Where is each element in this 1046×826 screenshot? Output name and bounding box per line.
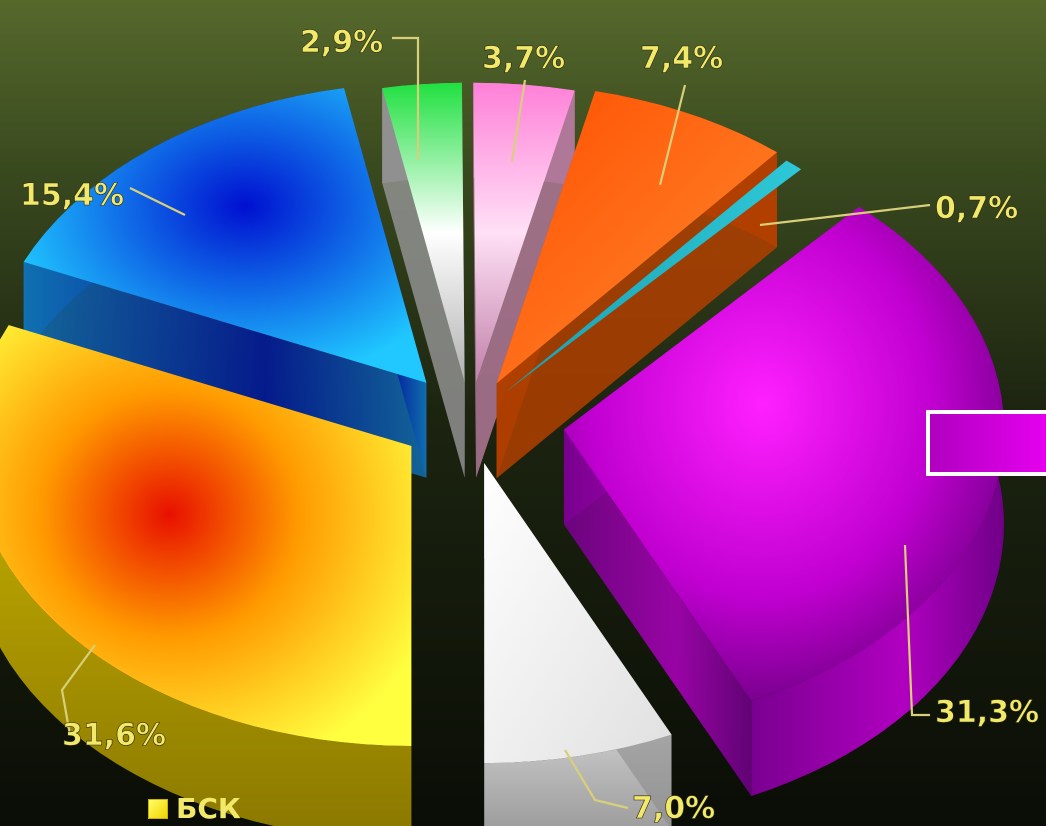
pie-slice-wall: [382, 88, 465, 478]
pie-slice-top: [484, 463, 672, 764]
pie-slice-wall: [473, 82, 477, 478]
leader-line: [658, 84, 687, 186]
leader-line: [564, 749, 629, 810]
slice-label: 7,4%: [640, 41, 723, 76]
leader-line: [129, 187, 186, 216]
pie-slice-top: [505, 160, 802, 392]
pie-slice-top: [382, 82, 465, 383]
pie-slice-7-0pct: [484, 463, 672, 826]
slice-label: 31,6%: [62, 718, 166, 753]
leader-line: [60, 644, 96, 736]
leader-line: [903, 544, 930, 717]
pie-slice-top: [563, 207, 1004, 701]
pie-slice-top: [473, 82, 575, 383]
leader-line: [759, 203, 931, 227]
pie-slice-top: [23, 88, 427, 383]
pie-slice-2-9pct: [382, 82, 465, 478]
legend: БСК: [148, 792, 241, 825]
slice-label: 0,7%: [935, 191, 1018, 226]
slice-label: 15,4%: [20, 178, 124, 213]
pie-slice-side: [0, 325, 412, 826]
pie-slice-top: [0, 325, 412, 746]
leader-line: [392, 36, 420, 160]
pie-slice-top: [496, 91, 777, 384]
pie-slice-0-7pct: [505, 160, 802, 392]
legend-swatch-magenta: [926, 410, 1046, 476]
legend-label: БСК: [176, 792, 241, 825]
pie-slice-wall: [563, 429, 752, 796]
slice-label: 7,0%: [632, 791, 715, 826]
slice-label: 3,7%: [482, 41, 565, 76]
slice-label: 2,9%: [300, 25, 383, 60]
slice-label: 31,3%: [935, 695, 1039, 730]
pie-slice-31-3pct: [563, 206, 1004, 796]
pie-slice-15-4pct: [23, 88, 427, 478]
legend-swatch: [148, 798, 168, 819]
pie-slice-31-6pct: [0, 325, 412, 826]
leader-line: [510, 79, 527, 163]
